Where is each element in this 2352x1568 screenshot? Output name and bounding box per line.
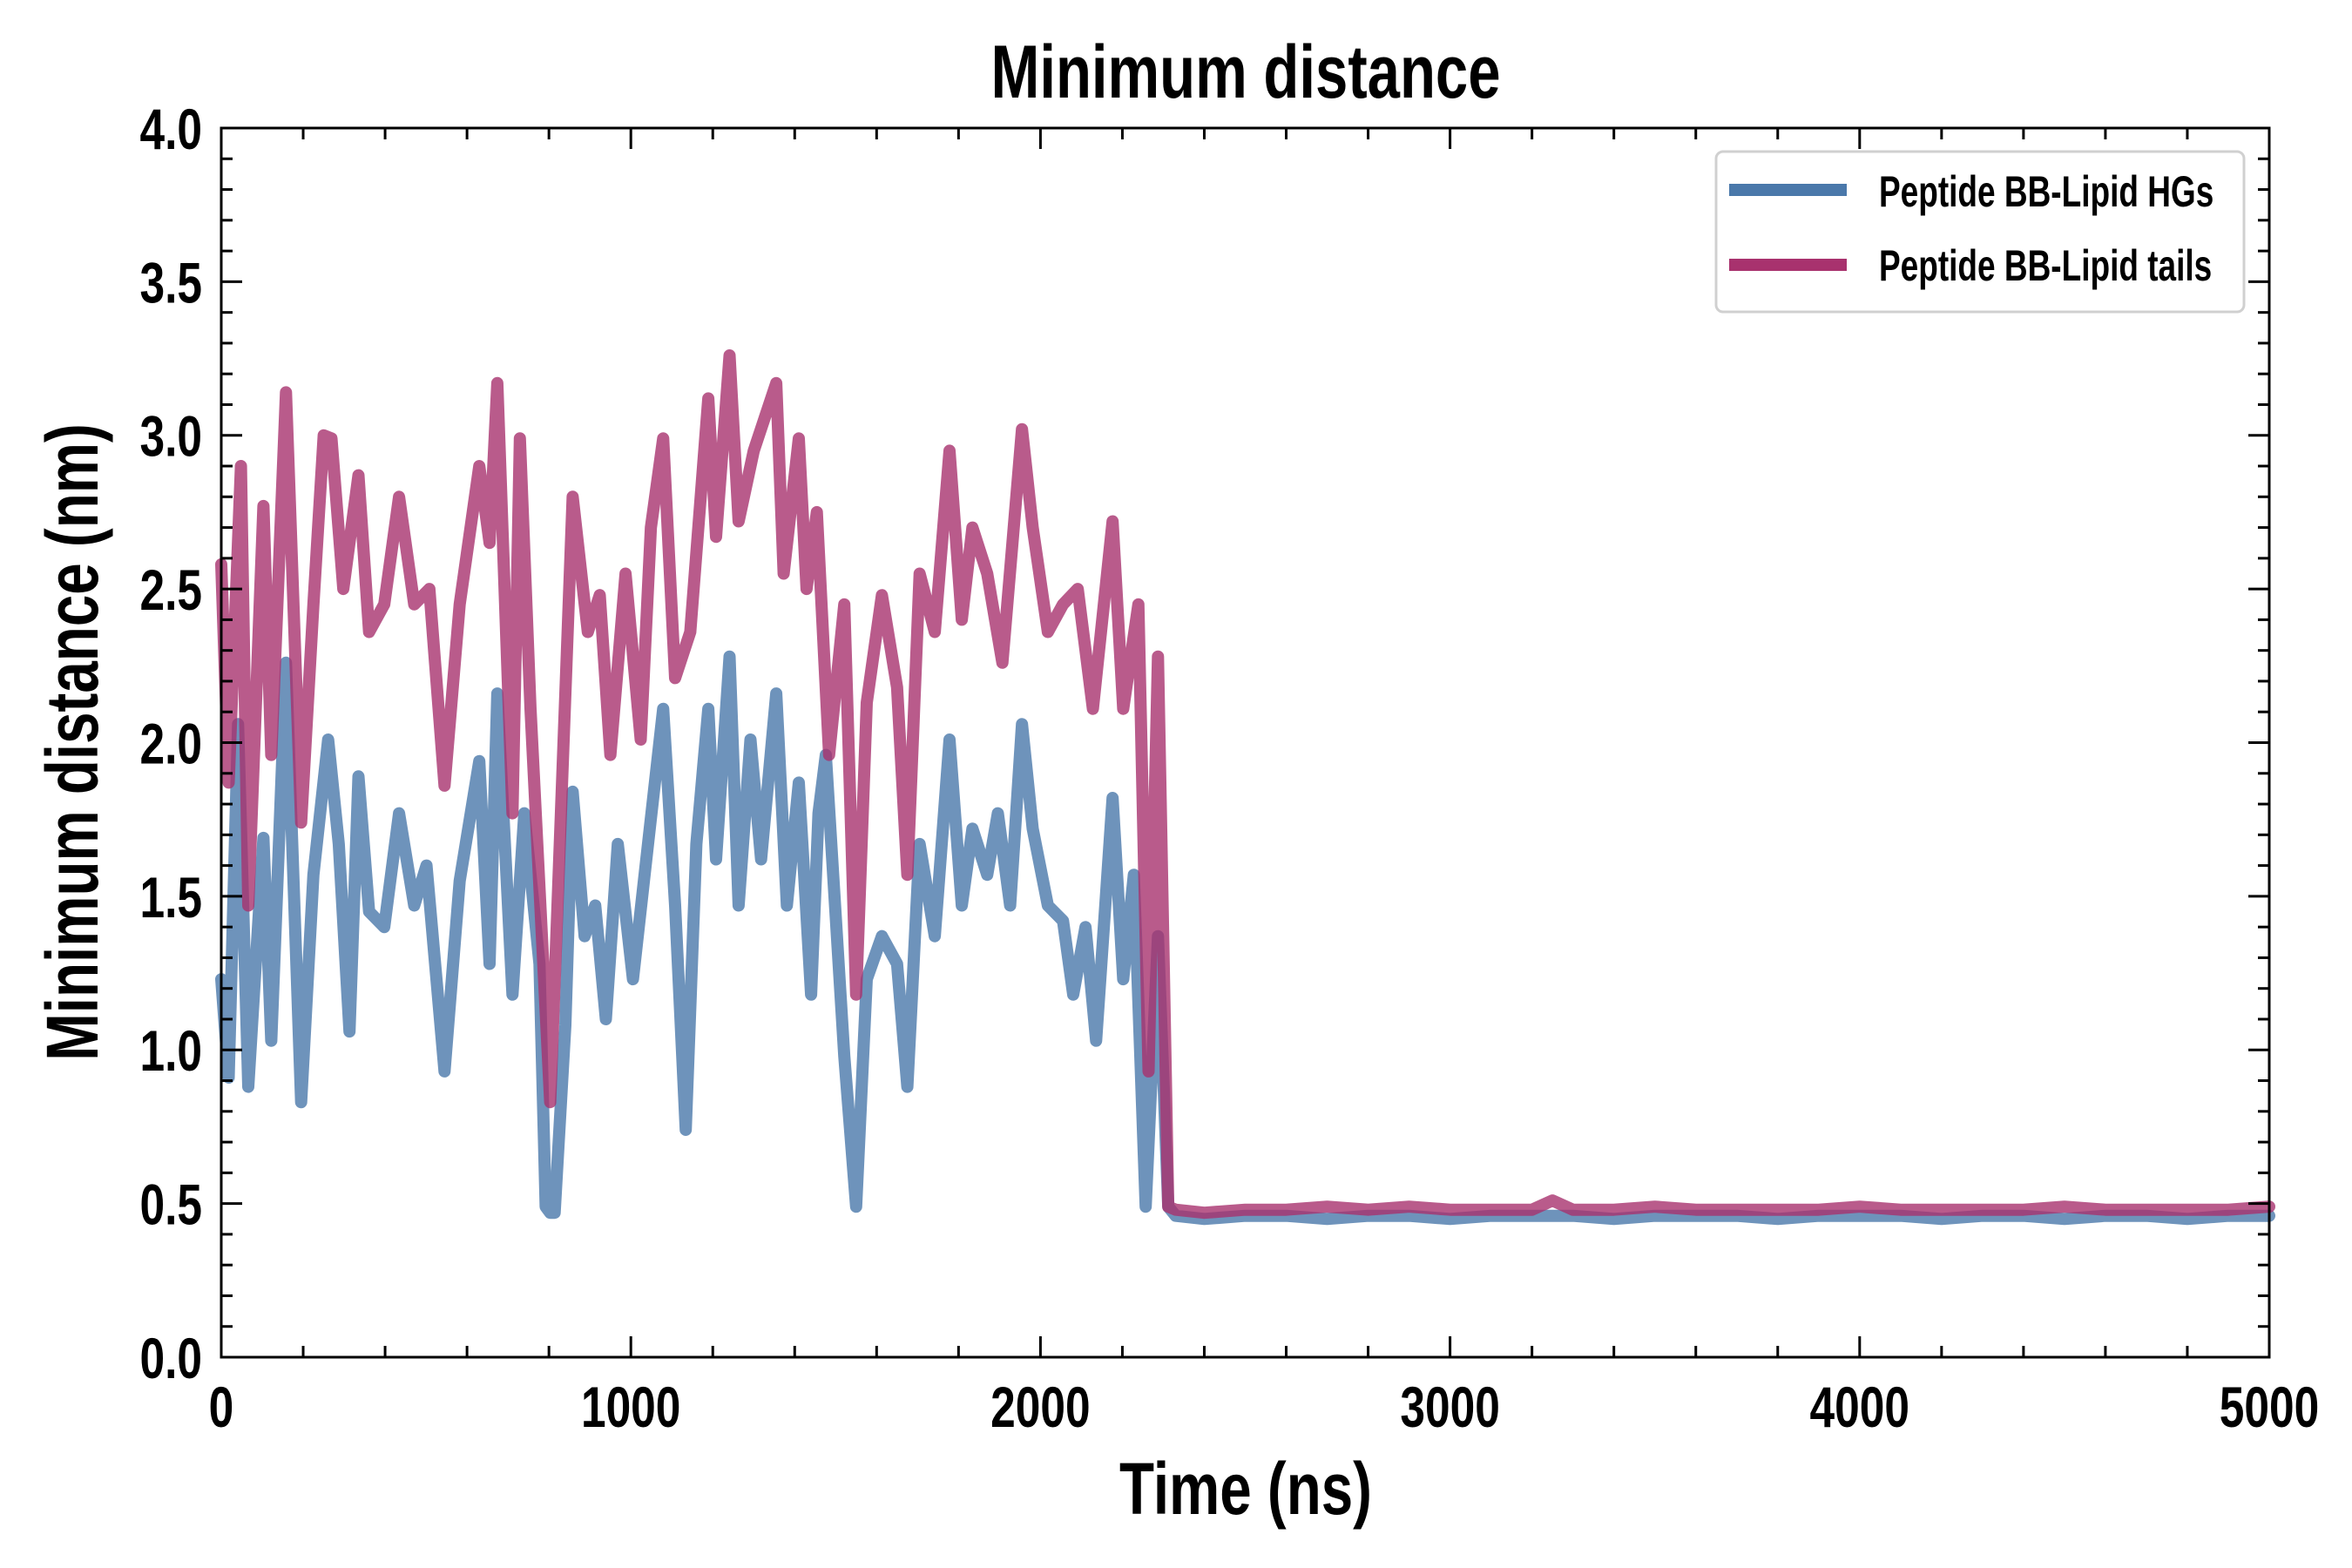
x-tick-label: 5000 [2220, 1375, 2319, 1440]
x-tick-label: 4000 [1810, 1375, 1909, 1440]
y-axis-label: Minimum distance (nm) [31, 423, 113, 1061]
x-tick-label: 1000 [581, 1375, 680, 1440]
legend-label-hgs: Peptide BB-Lipid HGs [1879, 168, 2213, 217]
x-tick-label: 3000 [1400, 1375, 1499, 1440]
x-tick-label: 2000 [990, 1375, 1090, 1440]
series-layer [215, 349, 2275, 1226]
series-line-lipid-hgs [215, 650, 2275, 1226]
ticks-layer: 0 1000 2000 3000 4000 5000 0.0 0.5 1.0 1.5 2.0 2.5 3… [139, 97, 2319, 1440]
y-tick-label: 0.0 [139, 1326, 202, 1391]
legend: Peptide BB-Lipid HGs Peptide BB-Lipid ta… [1714, 150, 2246, 314]
legend-label-tails: Peptide BB-Lipid tails [1879, 242, 2212, 291]
y-tick-label: 2.0 [139, 711, 202, 776]
y-tick-label: 2.5 [139, 558, 202, 623]
y-tick-label: 3.0 [139, 404, 202, 470]
legend-box [1714, 150, 2246, 314]
x-axis-label: Time (ns) [1119, 1448, 1372, 1530]
x-tick-label: 0 [209, 1375, 234, 1440]
y-tick-label: 3.5 [139, 250, 202, 315]
plot-frame [220, 126, 2271, 1359]
series-line-lipid-tails [215, 349, 2275, 1220]
y-tick-label: 1.5 [139, 865, 202, 930]
y-tick-label: 0.5 [139, 1172, 202, 1237]
y-tick-label: 1.0 [139, 1018, 202, 1084]
y-tick-label: 4.0 [139, 97, 202, 162]
chart-title: Minimum distance [990, 30, 1500, 114]
